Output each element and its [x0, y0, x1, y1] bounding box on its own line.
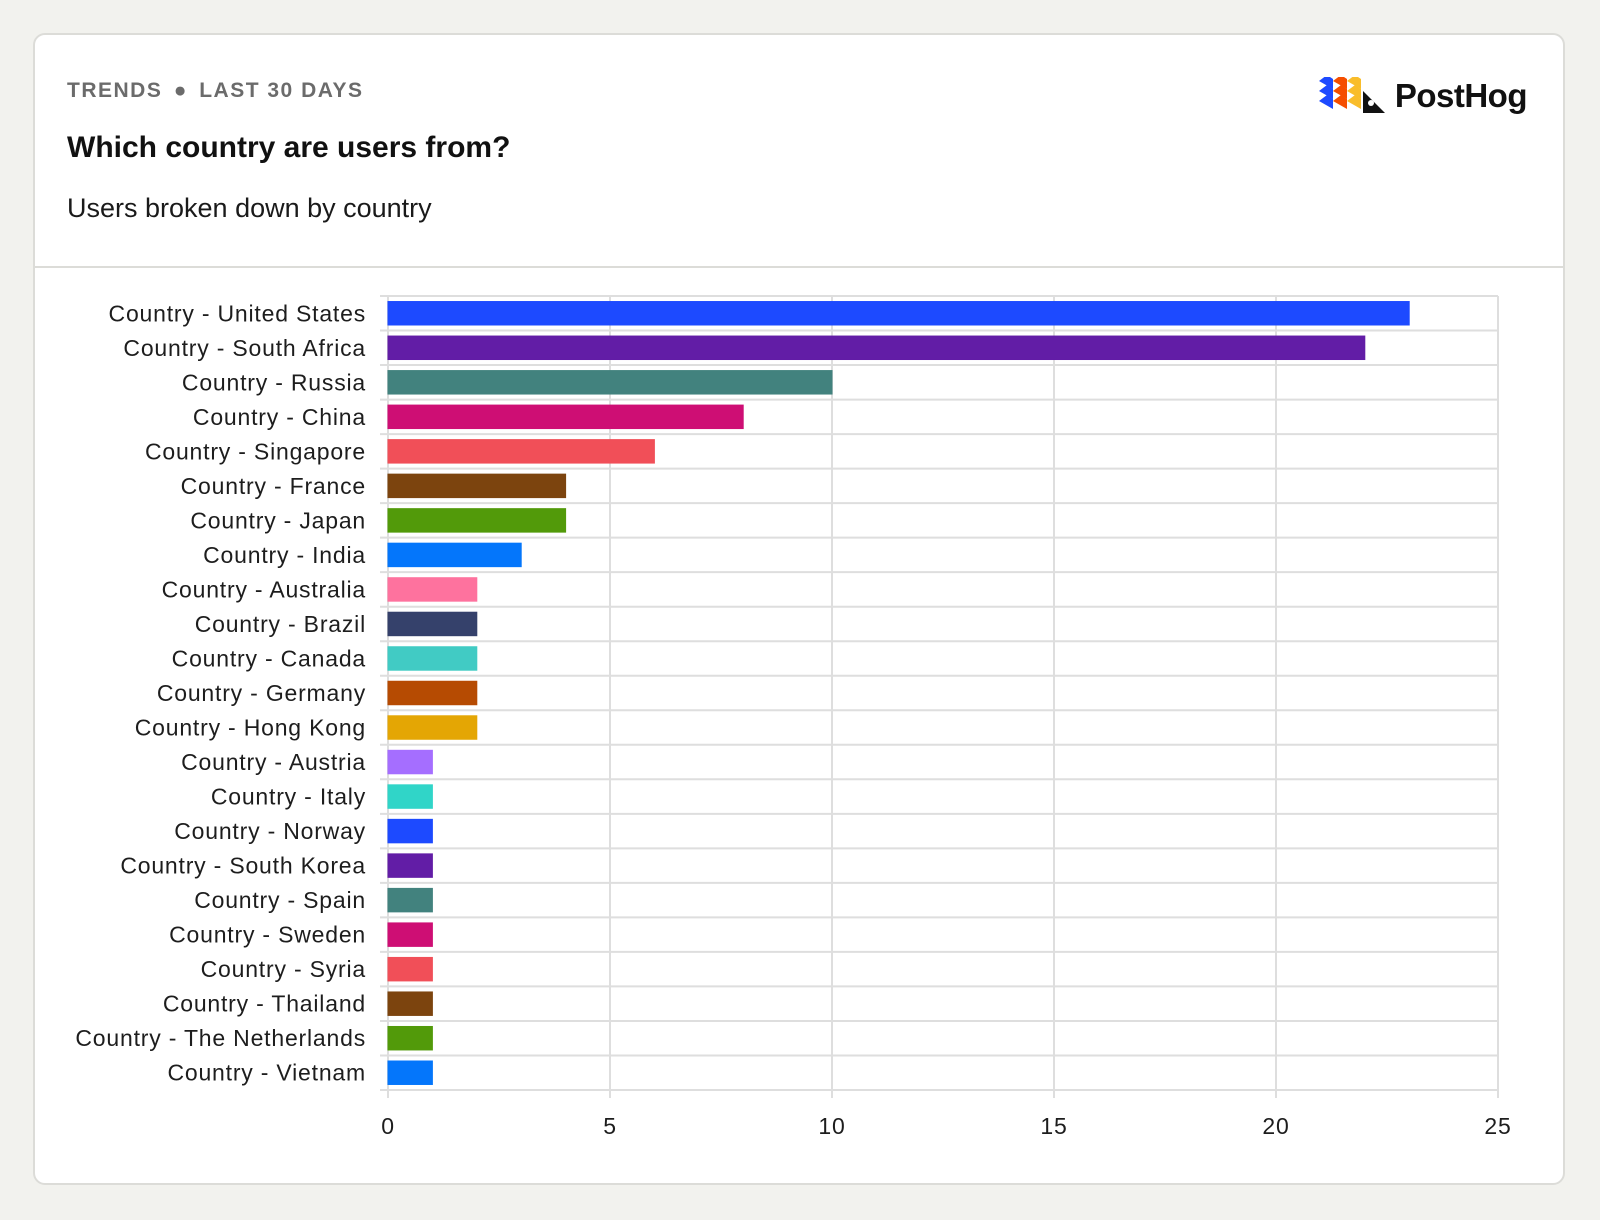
insight-type-label: TRENDS [67, 79, 163, 102]
logo-stripe [1318, 95, 1333, 109]
category-label: Country - The Netherlands [75, 1025, 366, 1051]
category-label: Country - India [203, 542, 366, 568]
meta-separator: ● [173, 79, 188, 102]
insight-card: TRENDS ● LAST 30 DAYS Which country are … [33, 33, 1565, 1185]
category-label: Country - Hong Kong [135, 715, 366, 741]
category-label: Country - South Africa [123, 335, 366, 361]
bar [387, 404, 744, 430]
bar [387, 508, 567, 533]
category-label: Country - Thailand [163, 991, 366, 1017]
logo-stripe [1346, 95, 1361, 109]
bar [387, 922, 433, 947]
bar [387, 956, 433, 982]
category-label: Country - Russia [182, 369, 366, 395]
bar [387, 439, 655, 464]
category-label: Country - Brazil [195, 611, 366, 637]
bar [387, 887, 433, 913]
category-label: Country - France [181, 473, 366, 499]
category-label: Country - Australia [162, 576, 366, 602]
bar [387, 1025, 433, 1051]
date-range-label: LAST 30 DAYS [199, 79, 364, 102]
category-label: Country - Japan [190, 507, 366, 533]
bar [387, 991, 433, 1016]
bar [387, 370, 833, 395]
category-label: Country - Germany [157, 680, 366, 706]
category-label: Country - Norway [174, 818, 366, 844]
bar [387, 853, 433, 878]
category-label: Country - Italy [211, 784, 366, 810]
logo-stripe [1332, 85, 1347, 99]
logo-stripe [1332, 95, 1347, 109]
bar [387, 715, 478, 740]
category-label: Country - Austria [181, 749, 366, 775]
bar [387, 749, 433, 775]
category-label: Country - Vietnam [167, 1060, 366, 1086]
category-label: Country - Sweden [169, 922, 366, 948]
logo-stripe [1346, 85, 1361, 99]
bar [387, 577, 478, 602]
insight-meta: TRENDS ● LAST 30 DAYS [67, 79, 364, 103]
insight-description: Users broken down by country [67, 193, 432, 223]
bar [387, 680, 478, 706]
insight-title: Which country are users from? [67, 131, 511, 164]
bar [387, 646, 478, 671]
bar [387, 1060, 433, 1085]
x-tick-label: 10 [818, 1113, 845, 1139]
bar [387, 818, 433, 844]
category-label: Country - United States [109, 300, 366, 326]
brand-name: PostHog [1394, 77, 1528, 114]
bar [387, 335, 1366, 361]
category-label: Country - Singapore [145, 438, 366, 464]
x-tick-label: 15 [1040, 1113, 1067, 1139]
bar [387, 611, 478, 637]
logo-stripe [1346, 77, 1361, 89]
category-label: Country - Spain [194, 887, 366, 913]
bar [387, 301, 1410, 326]
x-tick-label: 0 [381, 1113, 395, 1139]
category-label: Country - South Korea [120, 853, 366, 879]
x-tick-label: 25 [1484, 1113, 1511, 1139]
x-tick-label: 20 [1262, 1113, 1289, 1139]
x-tick-label: 5 [603, 1113, 617, 1139]
bar [387, 473, 567, 499]
logo-stripe [1332, 77, 1347, 89]
card-header: TRENDS ● LAST 30 DAYS Which country are … [35, 35, 1563, 268]
category-label: Country - Syria [201, 956, 366, 982]
hedgehog-logo-icon [1318, 77, 1385, 113]
logo-stripe [1318, 77, 1333, 89]
bar [387, 542, 522, 568]
posthog-logo[interactable]: PostHog [1318, 77, 1528, 115]
category-label: Country - Canada [172, 645, 366, 671]
category-label: Country - China [193, 404, 366, 430]
logo-stripe [1318, 85, 1333, 99]
bar [387, 784, 433, 809]
